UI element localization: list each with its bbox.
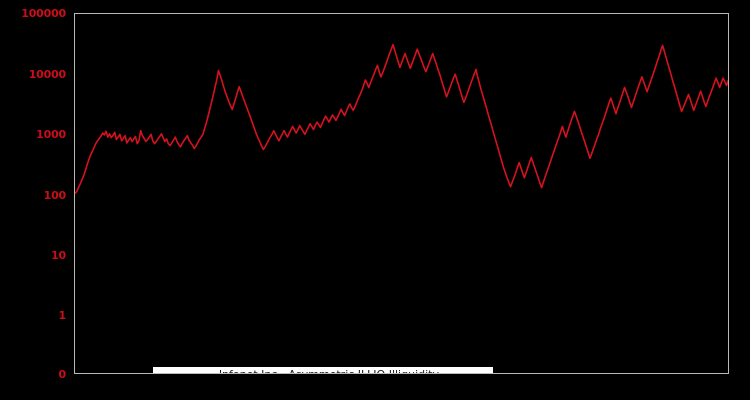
plot-area: Infonet Inc - Asymmetric ILLIQ Illiquidi…: [74, 13, 729, 374]
series-line-infonet-asymmetric-illiq: [75, 43, 728, 195]
y-axis-tick-label-10: 10: [51, 249, 66, 262]
legend-label: Infonet Inc - Asymmetric ILLIQ Illiquidi…: [218, 367, 439, 374]
y-axis-tick-label-10000: 10000: [28, 68, 66, 81]
y-axis-tick-label-100: 100: [43, 189, 67, 202]
y-axis-tick-label-1: 1: [58, 309, 67, 322]
y-axis-tick-label-0: 0: [58, 368, 67, 381]
y-axis-tick-label-1000: 1000: [36, 128, 66, 141]
legend[interactable]: Infonet Inc - Asymmetric ILLIQ Illiquidi…: [153, 367, 493, 374]
y-axis-tick-label-100000: 100000: [21, 7, 66, 20]
series-polyline: [75, 43, 728, 195]
